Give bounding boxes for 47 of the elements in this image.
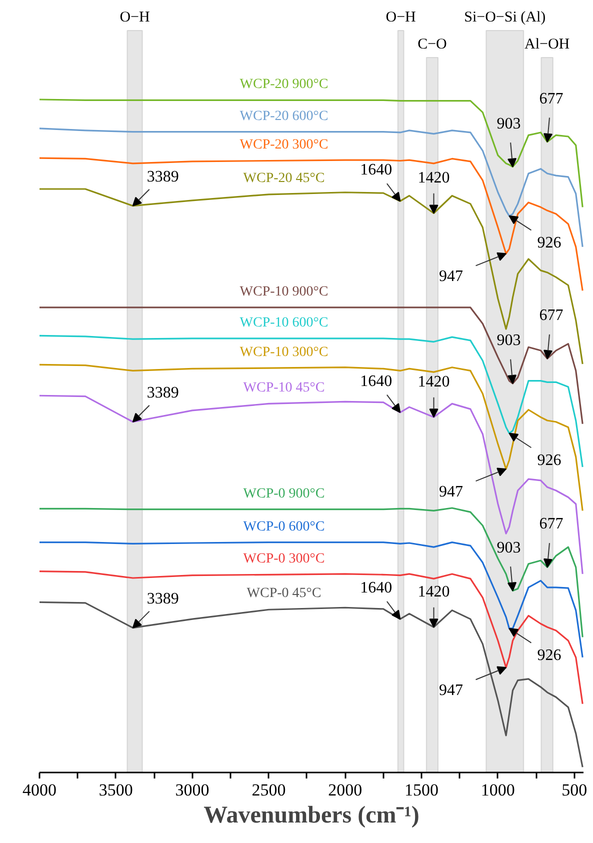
series-label: WCP-20 600°C: [240, 108, 328, 124]
annotation: 3389: [146, 168, 179, 186]
annotation: 926: [537, 452, 562, 469]
annotation: 677: [539, 90, 564, 108]
annotation: 947: [439, 483, 464, 500]
series-label: WCP-10 600°C: [240, 315, 328, 330]
series-label: WCP-0 300°C: [243, 552, 325, 567]
series-label: WCP-0 45°C: [246, 586, 322, 602]
series-label: WCP-0 600°C: [243, 519, 325, 534]
series-label: WCP-0 900°C: [243, 486, 325, 502]
band-label: Al−OH: [524, 36, 570, 52]
annotation: 677: [539, 516, 564, 533]
x-tick-label: 500: [562, 780, 588, 800]
series-label: WCP-10 45°C: [243, 380, 325, 396]
series-label: WCP-20 45°C: [243, 170, 325, 186]
annotation: 903: [496, 332, 521, 350]
annotation: 926: [537, 646, 562, 664]
annotation: 1420: [418, 170, 450, 187]
band-label: C−O: [418, 36, 448, 52]
annotation: 903: [496, 539, 521, 556]
annotation: 3389: [146, 384, 179, 402]
annotation: 1640: [360, 372, 392, 390]
annotation: 903: [496, 115, 521, 132]
annotation: 947: [439, 268, 464, 286]
x-tick-label: 1000: [480, 780, 515, 800]
series-label: WCP-20 300°C: [240, 138, 328, 153]
annotation: 677: [539, 307, 564, 324]
band-label: Si−O−Si (Al): [464, 10, 546, 26]
annotation: 1420: [418, 584, 450, 601]
annotation: 947: [439, 682, 464, 700]
annotation: 1420: [418, 374, 450, 391]
x-axis-title: Wavenumbers (cm⁻¹): [204, 802, 420, 828]
band-label: O−H: [120, 10, 150, 26]
x-tick-label: 3500: [98, 780, 133, 800]
annotation: 926: [537, 234, 562, 252]
x-tick-label: 4000: [22, 780, 56, 800]
series-label: WCP-10 300°C: [240, 344, 328, 360]
x-tick-label: 2500: [252, 780, 286, 800]
band-label: O−H: [386, 10, 416, 26]
annotation: 1640: [360, 580, 392, 597]
x-tick-label: 3000: [175, 780, 210, 800]
annotation: 3389: [146, 590, 179, 608]
x-tick-label: 2000: [328, 780, 362, 800]
annotation: 1640: [360, 162, 392, 179]
x-tick-label: 1500: [404, 780, 439, 800]
series-label: WCP-10 900°C: [240, 284, 328, 300]
series-label: WCP-20 900°C: [240, 77, 328, 92]
